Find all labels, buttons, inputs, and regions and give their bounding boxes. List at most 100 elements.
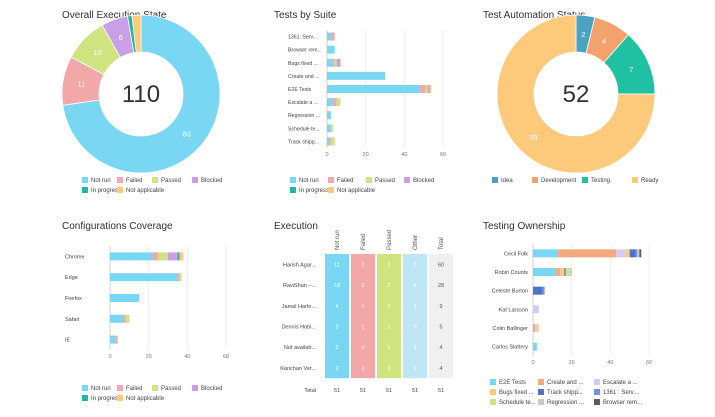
bar-segment-passed[interactable] <box>330 137 335 146</box>
bar-segment-failed[interactable] <box>332 98 337 107</box>
bar-segment-not-run[interactable] <box>327 98 333 107</box>
x-tick-label: 0 <box>325 152 328 158</box>
overall-total-count: 110 <box>122 81 160 108</box>
bar-segment-not-run[interactable] <box>327 32 331 41</box>
bar-segment-bugs[interactable] <box>625 249 630 258</box>
category-label: 1361: Serv... <box>288 35 317 41</box>
bar-segment-escalate[interactable] <box>616 249 626 258</box>
overall-execution-donut[interactable]: 80 11 10 6 <box>61 14 221 174</box>
legend-label: Create and ... <box>547 380 584 386</box>
legend-swatch-e2e <box>490 379 496 385</box>
bar-segment-failed[interactable] <box>177 273 180 282</box>
legend-swatch-blocked <box>404 177 410 183</box>
bar-segment-create[interactable] <box>558 249 617 258</box>
bar-segment-create[interactable] <box>533 324 535 332</box>
bar-segment-in-progress[interactable] <box>177 252 180 261</box>
category-label: IE <box>65 338 71 344</box>
bar-segment-create[interactable] <box>556 268 561 276</box>
total-cell: 51 <box>386 388 392 394</box>
slice-value-label: 10 <box>93 48 101 57</box>
total-cell: 51 <box>412 388 418 394</box>
bar-segment-bugs[interactable] <box>536 324 539 332</box>
bar-segment-serv1361[interactable] <box>542 286 545 295</box>
bar-segment-not-run[interactable] <box>327 124 331 133</box>
bar-segment-not-applicable[interactable] <box>179 252 184 261</box>
legend-swatch-not-applicable <box>328 187 334 193</box>
legend-swatch-failed <box>117 385 123 391</box>
slice-value-label: 6 <box>119 33 123 42</box>
bar-segment-passed[interactable] <box>330 124 333 133</box>
bar-segment-not-run[interactable] <box>110 252 153 261</box>
legend-swatch-in-progress <box>290 187 296 193</box>
bar-segment-blocked[interactable] <box>336 58 341 67</box>
donut-slice-ready[interactable] <box>496 14 656 174</box>
row-label: Kanchan Ver... <box>280 366 316 372</box>
legend-swatch-schedule <box>490 399 496 405</box>
legend-label: E2E Tests <box>499 380 526 386</box>
bar-segment-serv1361[interactable] <box>635 249 638 258</box>
x-tick-label: 40 <box>401 152 407 158</box>
bar-segment-serv1361[interactable] <box>563 268 566 276</box>
bar-segment-failed[interactable] <box>152 252 159 261</box>
legend-swatch-blocked <box>192 385 198 391</box>
bar-segment-not-applicable[interactable] <box>429 85 432 93</box>
bar-segment-browser[interactable] <box>639 249 642 258</box>
table-cell: 0 <box>413 262 416 268</box>
bar-segment-schedule[interactable] <box>565 268 570 276</box>
bar-segment-passed[interactable] <box>425 85 428 93</box>
bar-segment-passed[interactable] <box>336 98 341 107</box>
table-cell: 6 <box>413 283 416 289</box>
column-header: Other <box>413 235 419 250</box>
table-cell: 2 <box>335 366 338 372</box>
bar-segment-failed[interactable] <box>328 137 331 146</box>
column-header: Not run <box>335 230 341 250</box>
bar-segment-passed[interactable] <box>158 252 168 261</box>
bar-segment-track[interactable] <box>533 286 543 295</box>
bar-segment-escalate[interactable] <box>534 324 537 332</box>
bar-segment-e2e[interactable] <box>533 249 559 258</box>
bar-segment-blocked[interactable] <box>427 85 430 93</box>
bar-segment-regression[interactable] <box>569 268 572 276</box>
bar-segment-bugs[interactable] <box>560 268 564 276</box>
legend-swatch-in-progress <box>82 395 88 401</box>
bar-segment-failed[interactable] <box>419 85 426 93</box>
tests-by-suite-chart: 0 20 40 60 1361: Serv... Browser rem... Bugs f… <box>288 30 446 158</box>
row-label: Harish Agar... <box>283 262 316 268</box>
total-cell: 51 <box>438 388 444 394</box>
bar-segment-failed[interactable] <box>115 335 118 344</box>
bar-segment-failed[interactable] <box>123 314 126 323</box>
legend-label: Failed <box>126 386 142 392</box>
bar-segment-not-run[interactable] <box>327 137 329 146</box>
bar-segment-e2e[interactable] <box>533 342 537 351</box>
bar-segment-not-run[interactable] <box>327 111 331 120</box>
bar-segment-not-run[interactable] <box>110 335 116 344</box>
total-cell: 51 <box>334 388 340 394</box>
bar-segment-not-run[interactable] <box>110 294 139 302</box>
slice-value-label: 4 <box>602 36 606 45</box>
bar-segment-failed[interactable] <box>332 58 335 67</box>
donut-slice-not-run[interactable] <box>62 14 221 174</box>
slice-value-label: 2 <box>581 30 585 39</box>
bar-segment-not-run[interactable] <box>327 71 385 80</box>
bar-segment-passed[interactable] <box>179 273 182 282</box>
table-cell: 4 <box>439 366 442 372</box>
bar-segment-passed[interactable] <box>334 58 337 67</box>
bar-segment-not-run[interactable] <box>327 85 420 93</box>
category-label: Schedule te... <box>288 126 320 132</box>
legend-swatch-in-progress <box>82 187 88 193</box>
bar-segment-passed[interactable] <box>125 314 130 323</box>
bar-segment-not-run[interactable] <box>110 273 178 282</box>
bar-segment-failed[interactable] <box>330 32 335 41</box>
bar-segment-not-run[interactable] <box>327 58 333 67</box>
donut-slice-not-applicable[interactable] <box>131 14 142 53</box>
automation-status-donut[interactable]: 2 4 7 39 <box>496 14 656 174</box>
bar-segment-not-run[interactable] <box>110 314 124 323</box>
legend-swatch-passed <box>152 177 158 183</box>
bar-segment-blocked[interactable] <box>168 252 178 261</box>
bar-segment-not-run[interactable] <box>327 45 335 54</box>
bar-segment-regression[interactable] <box>637 249 640 258</box>
bar-segment-track[interactable] <box>629 249 636 258</box>
x-tick-label: 60 <box>440 152 446 158</box>
bar-segment-e2e[interactable] <box>533 268 557 276</box>
bar-segment-escalate[interactable] <box>533 305 539 314</box>
